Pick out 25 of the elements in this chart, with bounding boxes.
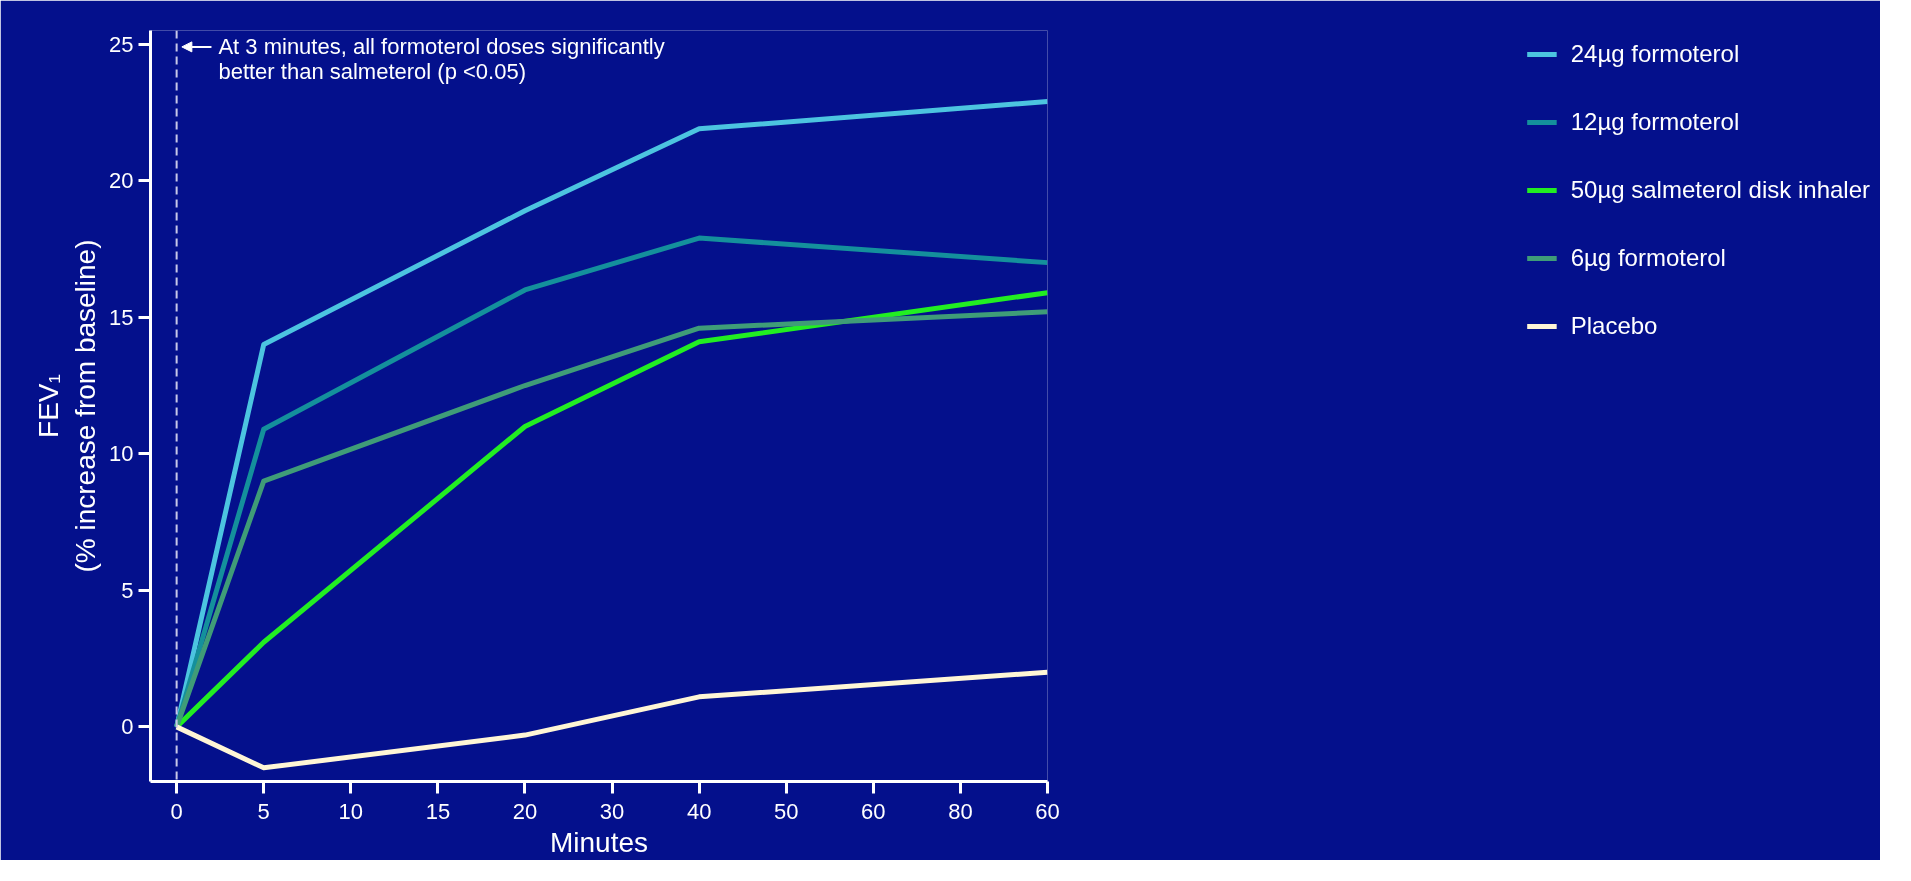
y-tick-label: 25 bbox=[109, 31, 134, 57]
x-tick-label: 10 bbox=[338, 798, 364, 824]
y-axis-title: FEV₁ (% increase from baseline) bbox=[32, 239, 102, 573]
x-tick-label: 60 bbox=[861, 798, 886, 824]
legend-label: 12µg formoterol bbox=[1570, 108, 1740, 136]
y-tick-label: 20 bbox=[109, 168, 134, 194]
legend-label: 50µg salmeterol disk inhaler bbox=[1570, 176, 1870, 204]
legend-label: 6µg formoterol bbox=[1570, 244, 1726, 272]
y-tick-label: 15 bbox=[109, 304, 134, 330]
x-tick-label: 50 bbox=[774, 798, 799, 824]
x-tick-label: 5 bbox=[257, 798, 270, 824]
x-tick-label: 20 bbox=[512, 798, 538, 824]
x-axis-title: Minutes bbox=[549, 826, 649, 858]
ref-line-label: At 3 minutes, all formoterol doses significantly better than salmeterol (p <0.05) bbox=[218, 33, 665, 84]
x-tick-label: 40 bbox=[686, 798, 712, 824]
legend-label: Placebo bbox=[1570, 312, 1658, 340]
y-tick-label: 10 bbox=[109, 441, 134, 467]
x-tick-label: 60 bbox=[1035, 798, 1060, 824]
legend-label: 24µg formoterol bbox=[1570, 40, 1740, 68]
x-tick-label: 80 bbox=[948, 798, 973, 824]
x-tick-label: 30 bbox=[599, 798, 625, 824]
y-tick-label: 0 bbox=[121, 714, 134, 740]
y-tick-label: 5 bbox=[121, 577, 134, 603]
x-tick-label: 15 bbox=[425, 798, 451, 824]
x-tick-label: 0 bbox=[170, 798, 183, 824]
